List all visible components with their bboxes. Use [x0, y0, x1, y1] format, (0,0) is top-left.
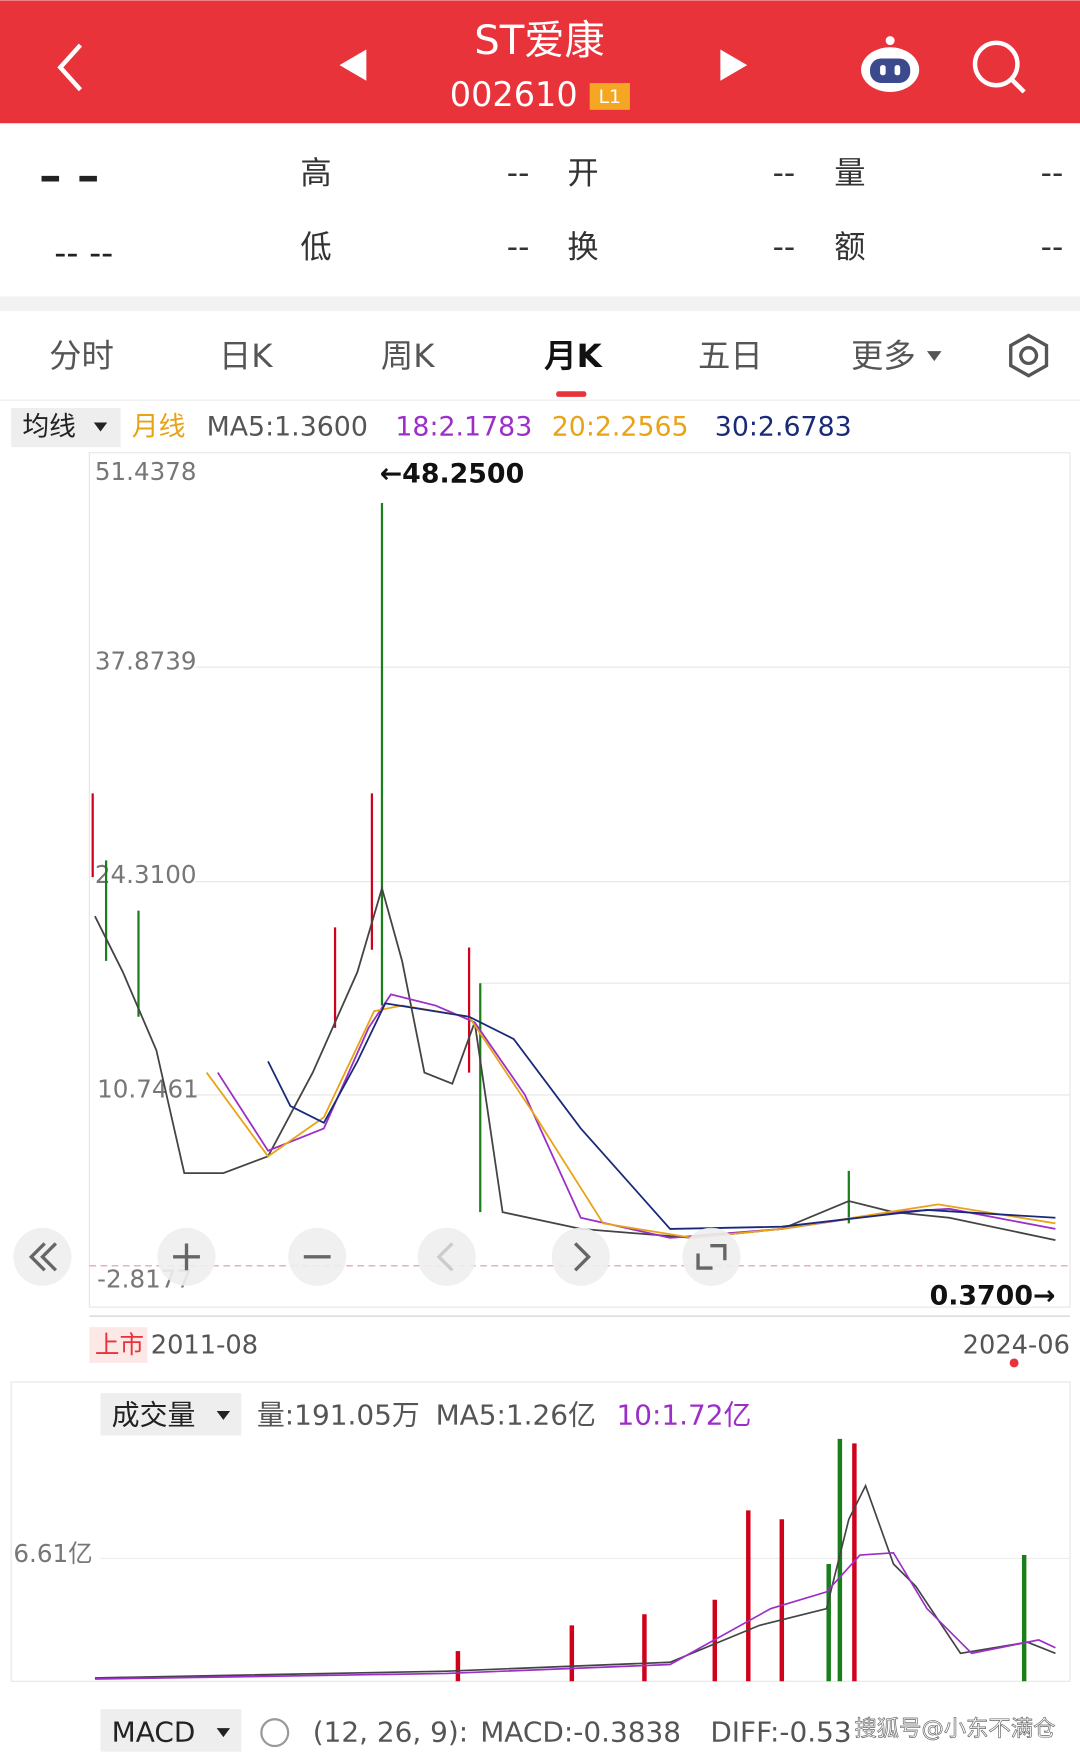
- tab-dropdown-arrow: [926, 351, 942, 362]
- change: -- --: [54, 234, 113, 273]
- dropdown-arrow: [93, 422, 108, 432]
- volume-selector-bg[interactable]: [100, 1393, 242, 1436]
- zoom-icons: [28, 1242, 727, 1272]
- macd-selector[interactable]: MACD: [112, 1716, 196, 1749]
- quote-value: --: [1041, 229, 1064, 265]
- volume-value: 量:191.05万: [257, 1399, 420, 1432]
- start-date: 2011-08: [151, 1331, 258, 1361]
- next-stock[interactable]: [720, 49, 748, 81]
- quote-value: --: [507, 156, 530, 192]
- ma5-line: [94, 885, 1056, 1241]
- search-icon[interactable]: [972, 40, 1026, 94]
- robot-icon[interactable]: [861, 36, 920, 92]
- price-candles: [91, 502, 850, 1224]
- quote-value: --: [773, 156, 796, 192]
- dropdown-arrow: [216, 1410, 231, 1420]
- quote-label: 高: [300, 156, 331, 192]
- ma-period: 月线: [132, 412, 186, 443]
- tab[interactable]: 周K: [381, 337, 435, 375]
- end-date: 2024-06: [963, 1331, 1070, 1361]
- ma30-line: [267, 1002, 1056, 1230]
- help-icon[interactable]: [260, 1718, 290, 1748]
- tab[interactable]: 分时: [49, 337, 114, 375]
- volume-ma5: MA5:1.26亿: [436, 1399, 596, 1432]
- back-button[interactable]: [57, 43, 83, 92]
- macd-selector-bg[interactable]: [100, 1709, 242, 1752]
- quote-label: 低: [300, 229, 331, 265]
- tab[interactable]: 日K: [219, 337, 273, 375]
- quote-value: --: [507, 229, 530, 265]
- level-badge-bg: [589, 83, 630, 110]
- stock-code: 002610: [450, 75, 578, 114]
- quote-label: 量: [834, 156, 865, 192]
- high-annotation: ←48.2500: [380, 459, 525, 490]
- tab-active[interactable]: 月K: [544, 337, 603, 375]
- watermark: 搜狐号@小东不满仓: [854, 1716, 1055, 1742]
- volume-selector[interactable]: 成交量: [112, 1399, 196, 1432]
- grid: [195, 666, 1070, 1096]
- price-axis-label: 24.3100: [95, 860, 197, 889]
- chart-frame: [88, 452, 1071, 1308]
- listed-bg: [89, 1327, 148, 1363]
- volume-bars: [455, 1438, 1027, 1682]
- volume-frame: [10, 1381, 1071, 1682]
- separator: [0, 296, 1080, 311]
- price: – –: [39, 150, 99, 202]
- current-dot: [1009, 1358, 1019, 1368]
- ma5: MA5:1.3600: [207, 412, 368, 443]
- stock-name: ST爱康: [474, 18, 604, 64]
- listed-label: 上市: [95, 1330, 144, 1359]
- quote-label: 额: [834, 229, 865, 265]
- low-annotation: 0.3700→: [930, 1281, 1056, 1312]
- volume-axis-label: 6.61亿: [13, 1539, 92, 1568]
- quote-label: 开: [567, 156, 598, 192]
- quote-value: --: [773, 229, 796, 265]
- volume-ma10-line: [94, 1551, 1056, 1680]
- tab-indicator: [556, 391, 587, 397]
- ma30: 30:2.6783: [715, 412, 852, 443]
- macd-value: MACD:-0.3838: [480, 1716, 681, 1749]
- prev-stock[interactable]: [339, 49, 367, 81]
- ma18-line: [217, 993, 1056, 1239]
- tab[interactable]: 五日: [698, 337, 763, 375]
- volume-ma10: 10:1.72亿: [617, 1399, 752, 1432]
- ma18: 18:2.1783: [395, 412, 532, 443]
- macd-params: (12, 26, 9):: [313, 1716, 468, 1749]
- quote-label: 换: [567, 229, 598, 265]
- quote-value: --: [1041, 156, 1064, 192]
- volume-ma5-line: [94, 1483, 1056, 1679]
- ma-selector[interactable]: 均线: [22, 412, 76, 443]
- ma20: 20:2.2565: [552, 412, 689, 443]
- price-axis-label: 10.7461: [97, 1074, 199, 1103]
- ma20-line: [205, 1004, 1056, 1239]
- price-axis-label: 51.4378: [95, 457, 197, 486]
- level-badge: L1: [598, 86, 621, 108]
- price-axis-label: 37.8739: [95, 647, 197, 676]
- dropdown-arrow: [216, 1728, 231, 1738]
- tab[interactable]: 更多: [851, 337, 916, 375]
- diff-value: DIFF:-0.53: [710, 1716, 851, 1749]
- settings-icon[interactable]: [1009, 333, 1049, 378]
